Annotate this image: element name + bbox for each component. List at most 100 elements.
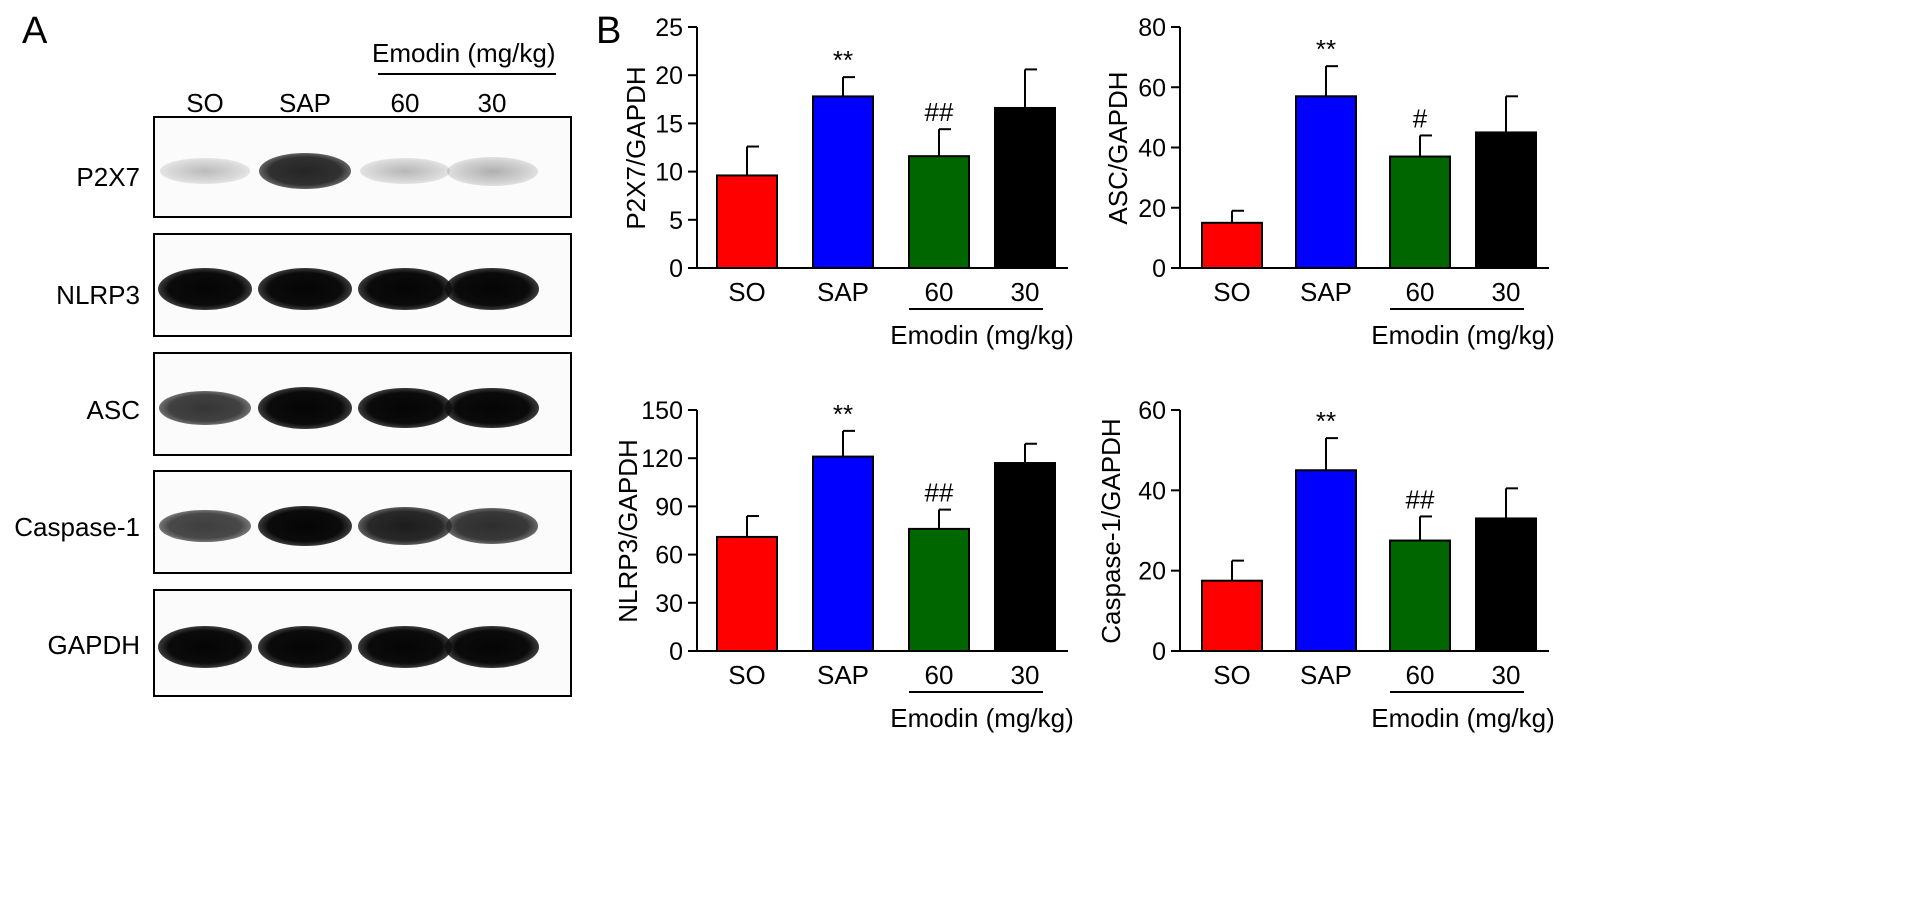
group-label: Emodin (mg/kg) — [890, 320, 1074, 350]
significance-marker: ** — [833, 399, 853, 429]
significance-marker: ## — [925, 97, 954, 127]
group-label: Emodin (mg/kg) — [1371, 320, 1555, 350]
blot-membrane — [153, 116, 572, 218]
significance-marker: ## — [1406, 484, 1435, 514]
x-tick-label: 30 — [1011, 277, 1040, 307]
bar-30 — [994, 462, 1056, 652]
group-label: Emodin (mg/kg) — [1371, 703, 1555, 733]
y-axis-label: P2X7/GAPDH — [621, 66, 651, 229]
bar-SAP — [1295, 95, 1357, 269]
y-axis-label: Caspase-1/GAPDH — [1096, 418, 1126, 643]
bar-SAP — [812, 455, 874, 652]
bar-SAP — [812, 95, 874, 269]
blot-band — [445, 508, 539, 544]
y-tick-label: 5 — [669, 207, 683, 235]
blot-label: P2X7 — [76, 162, 140, 192]
x-tick-label: 60 — [925, 660, 954, 690]
significance-marker: ** — [1316, 34, 1336, 64]
blot-band — [358, 506, 452, 546]
y-tick-label: 0 — [669, 255, 683, 283]
blot-band — [445, 626, 539, 668]
y-tick-label: 0 — [1152, 638, 1166, 666]
x-tick-label: SAP — [817, 277, 869, 307]
group-label: Emodin (mg/kg) — [890, 703, 1074, 733]
blot-band — [258, 268, 352, 310]
lane-label: SAP — [278, 88, 332, 118]
y-tick-label: 60 — [1138, 397, 1166, 425]
blot-treatment-header: Emodin (mg/kg) — [372, 38, 556, 68]
blot-treatment-underline — [378, 73, 556, 75]
y-tick-label: 20 — [1138, 558, 1166, 586]
x-tick-label: SO — [1213, 277, 1251, 307]
bar-60 — [1389, 539, 1451, 653]
x-tick-label: SO — [1213, 660, 1251, 690]
bar-60 — [908, 155, 970, 269]
y-tick-label: 0 — [669, 638, 683, 666]
y-tick-label: 60 — [655, 542, 683, 570]
blot-band — [158, 390, 252, 426]
y-tick-label: 90 — [655, 493, 683, 521]
y-axis-label: ASC/GAPDH — [1103, 71, 1133, 224]
blot-band — [358, 626, 452, 668]
y-tick-label: 150 — [641, 397, 683, 425]
blot-band — [445, 268, 539, 310]
bar-SAP — [1295, 469, 1357, 652]
y-tick-label: 20 — [655, 62, 683, 90]
x-tick-label: 60 — [1406, 660, 1435, 690]
blot-band — [159, 158, 251, 184]
x-tick-label: SAP — [817, 660, 869, 690]
significance-marker: ## — [925, 478, 954, 508]
y-tick-label: 30 — [655, 590, 683, 618]
x-tick-label: 60 — [925, 277, 954, 307]
bar-SO — [716, 174, 778, 269]
y-tick-label: 10 — [655, 159, 683, 187]
bar-60 — [1389, 155, 1451, 270]
x-tick-label: 60 — [1406, 277, 1435, 307]
y-tick-label: 120 — [641, 445, 683, 473]
lane-label: SO — [186, 88, 224, 118]
significance-marker: ** — [1316, 406, 1336, 436]
y-tick-label: 40 — [1138, 135, 1166, 163]
significance-marker: # — [1413, 103, 1428, 133]
x-tick-label: SO — [728, 277, 766, 307]
blot-band — [258, 152, 352, 190]
blot-label: ASC — [86, 395, 140, 425]
bar-30 — [1475, 131, 1537, 269]
bar-SO — [1201, 579, 1263, 652]
x-tick-label: SAP — [1300, 660, 1352, 690]
blot-band — [359, 157, 451, 185]
blot-band — [258, 387, 352, 429]
panel-a-letter: A — [22, 10, 48, 52]
blot-label: GAPDH — [47, 630, 140, 660]
blot-label: NLRP3 — [56, 280, 140, 310]
significance-marker: ** — [833, 45, 853, 75]
blot-band — [445, 387, 539, 429]
lane-label: 60 — [390, 88, 420, 118]
x-tick-label: SO — [728, 660, 766, 690]
blot-band — [258, 626, 352, 668]
blot-band — [159, 509, 251, 543]
x-tick-label: 30 — [1492, 660, 1521, 690]
blot-band — [446, 156, 538, 186]
blot-band — [358, 387, 452, 429]
y-tick-label: 80 — [1138, 14, 1166, 42]
bar-30 — [1475, 517, 1537, 653]
bar-SO — [1201, 221, 1263, 269]
lane-label: 30 — [477, 88, 507, 118]
blot-band — [358, 268, 452, 310]
bar-60 — [908, 527, 970, 652]
x-tick-label: SAP — [1300, 277, 1352, 307]
panel-b-letter: B — [596, 10, 622, 52]
blot-band — [258, 505, 352, 547]
blot-band — [158, 268, 252, 310]
bar-SO — [716, 535, 778, 653]
y-tick-label: 25 — [655, 14, 683, 42]
x-tick-label: 30 — [1011, 660, 1040, 690]
y-axis-label: NLRP3/GAPDH — [613, 439, 643, 623]
y-tick-label: 40 — [1138, 477, 1166, 505]
y-tick-label: 0 — [1152, 255, 1166, 283]
blot-band — [158, 626, 252, 668]
y-tick-label: 60 — [1138, 74, 1166, 102]
x-tick-label: 30 — [1492, 277, 1521, 307]
y-tick-label: 15 — [655, 110, 683, 138]
